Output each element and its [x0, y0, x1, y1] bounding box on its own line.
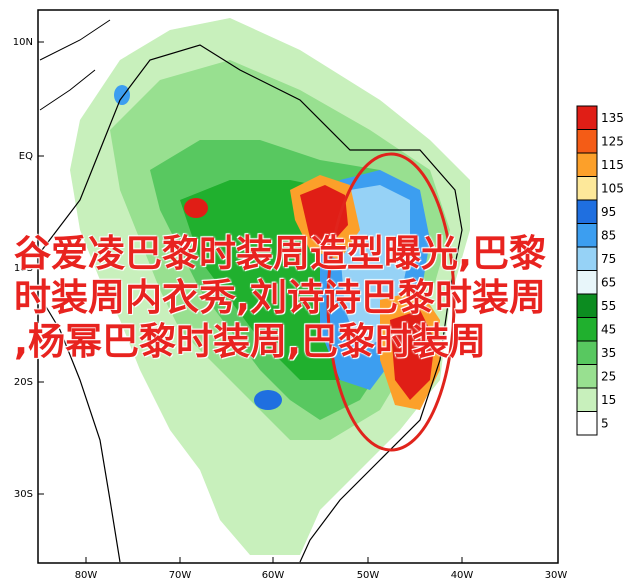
legend-label: 35 [601, 346, 616, 360]
lon-label-80w: 80W [75, 570, 98, 581]
legend-swatch [576, 340, 598, 365]
lon-label-60w: 60W [262, 570, 285, 581]
legend-label: 25 [601, 369, 616, 383]
lon-ticks [85, 557, 463, 563]
legend-swatch [576, 105, 598, 130]
legend-swatch [576, 152, 598, 177]
lat-label-eq: EQ [19, 151, 33, 162]
legend-label: 85 [601, 228, 616, 242]
lon-label-50w: 50W [357, 570, 380, 581]
lat-label-10n: 10N [13, 37, 33, 48]
legend-swatch [576, 387, 598, 412]
highlight-ellipse [326, 152, 456, 452]
legend-label: 5 [601, 416, 609, 430]
legend-label: 65 [601, 275, 616, 289]
lat-label-30s: 30S [14, 489, 33, 500]
legend-label: 115 [601, 158, 624, 172]
lat-label-20s: 20S [14, 377, 33, 388]
legend-label: 135 [601, 111, 624, 125]
legend-swatch [576, 293, 598, 318]
lon-label-70w: 70W [169, 570, 192, 581]
legend-label: 105 [601, 181, 624, 195]
coastline-north [39, 19, 111, 111]
legend-swatch [576, 199, 598, 224]
legend-swatch [576, 411, 598, 436]
precip-field [70, 18, 470, 555]
lat-labels: 10N EQ 10S 20S 30S [13, 37, 33, 500]
legend-swatch [576, 176, 598, 201]
color-legend: 135 125 115 105 95 85 75 65 55 45 35 25 15 5 [576, 105, 624, 436]
legend-swatch [576, 129, 598, 154]
lon-labels: 80W 70W 60W 50W 40W 30W [75, 570, 568, 581]
legend-label: 75 [601, 252, 616, 266]
legend-label: 125 [601, 134, 624, 148]
map-panel [37, 9, 559, 564]
legend-swatch [576, 364, 598, 389]
lat-ticks [38, 41, 44, 495]
legend-swatch [576, 270, 598, 295]
coastline [41, 44, 463, 563]
lat-label-10s: 10S [14, 263, 33, 274]
legend-label: 15 [601, 393, 616, 407]
legend-label: 55 [601, 299, 616, 313]
legend-label: 95 [601, 205, 616, 219]
lon-label-40w: 40W [451, 570, 474, 581]
legend-swatch [576, 223, 598, 248]
lon-label-30w: 30W [545, 570, 568, 581]
legend-label: 45 [601, 322, 616, 336]
legend-swatch [576, 246, 598, 271]
legend-swatch [576, 317, 598, 342]
